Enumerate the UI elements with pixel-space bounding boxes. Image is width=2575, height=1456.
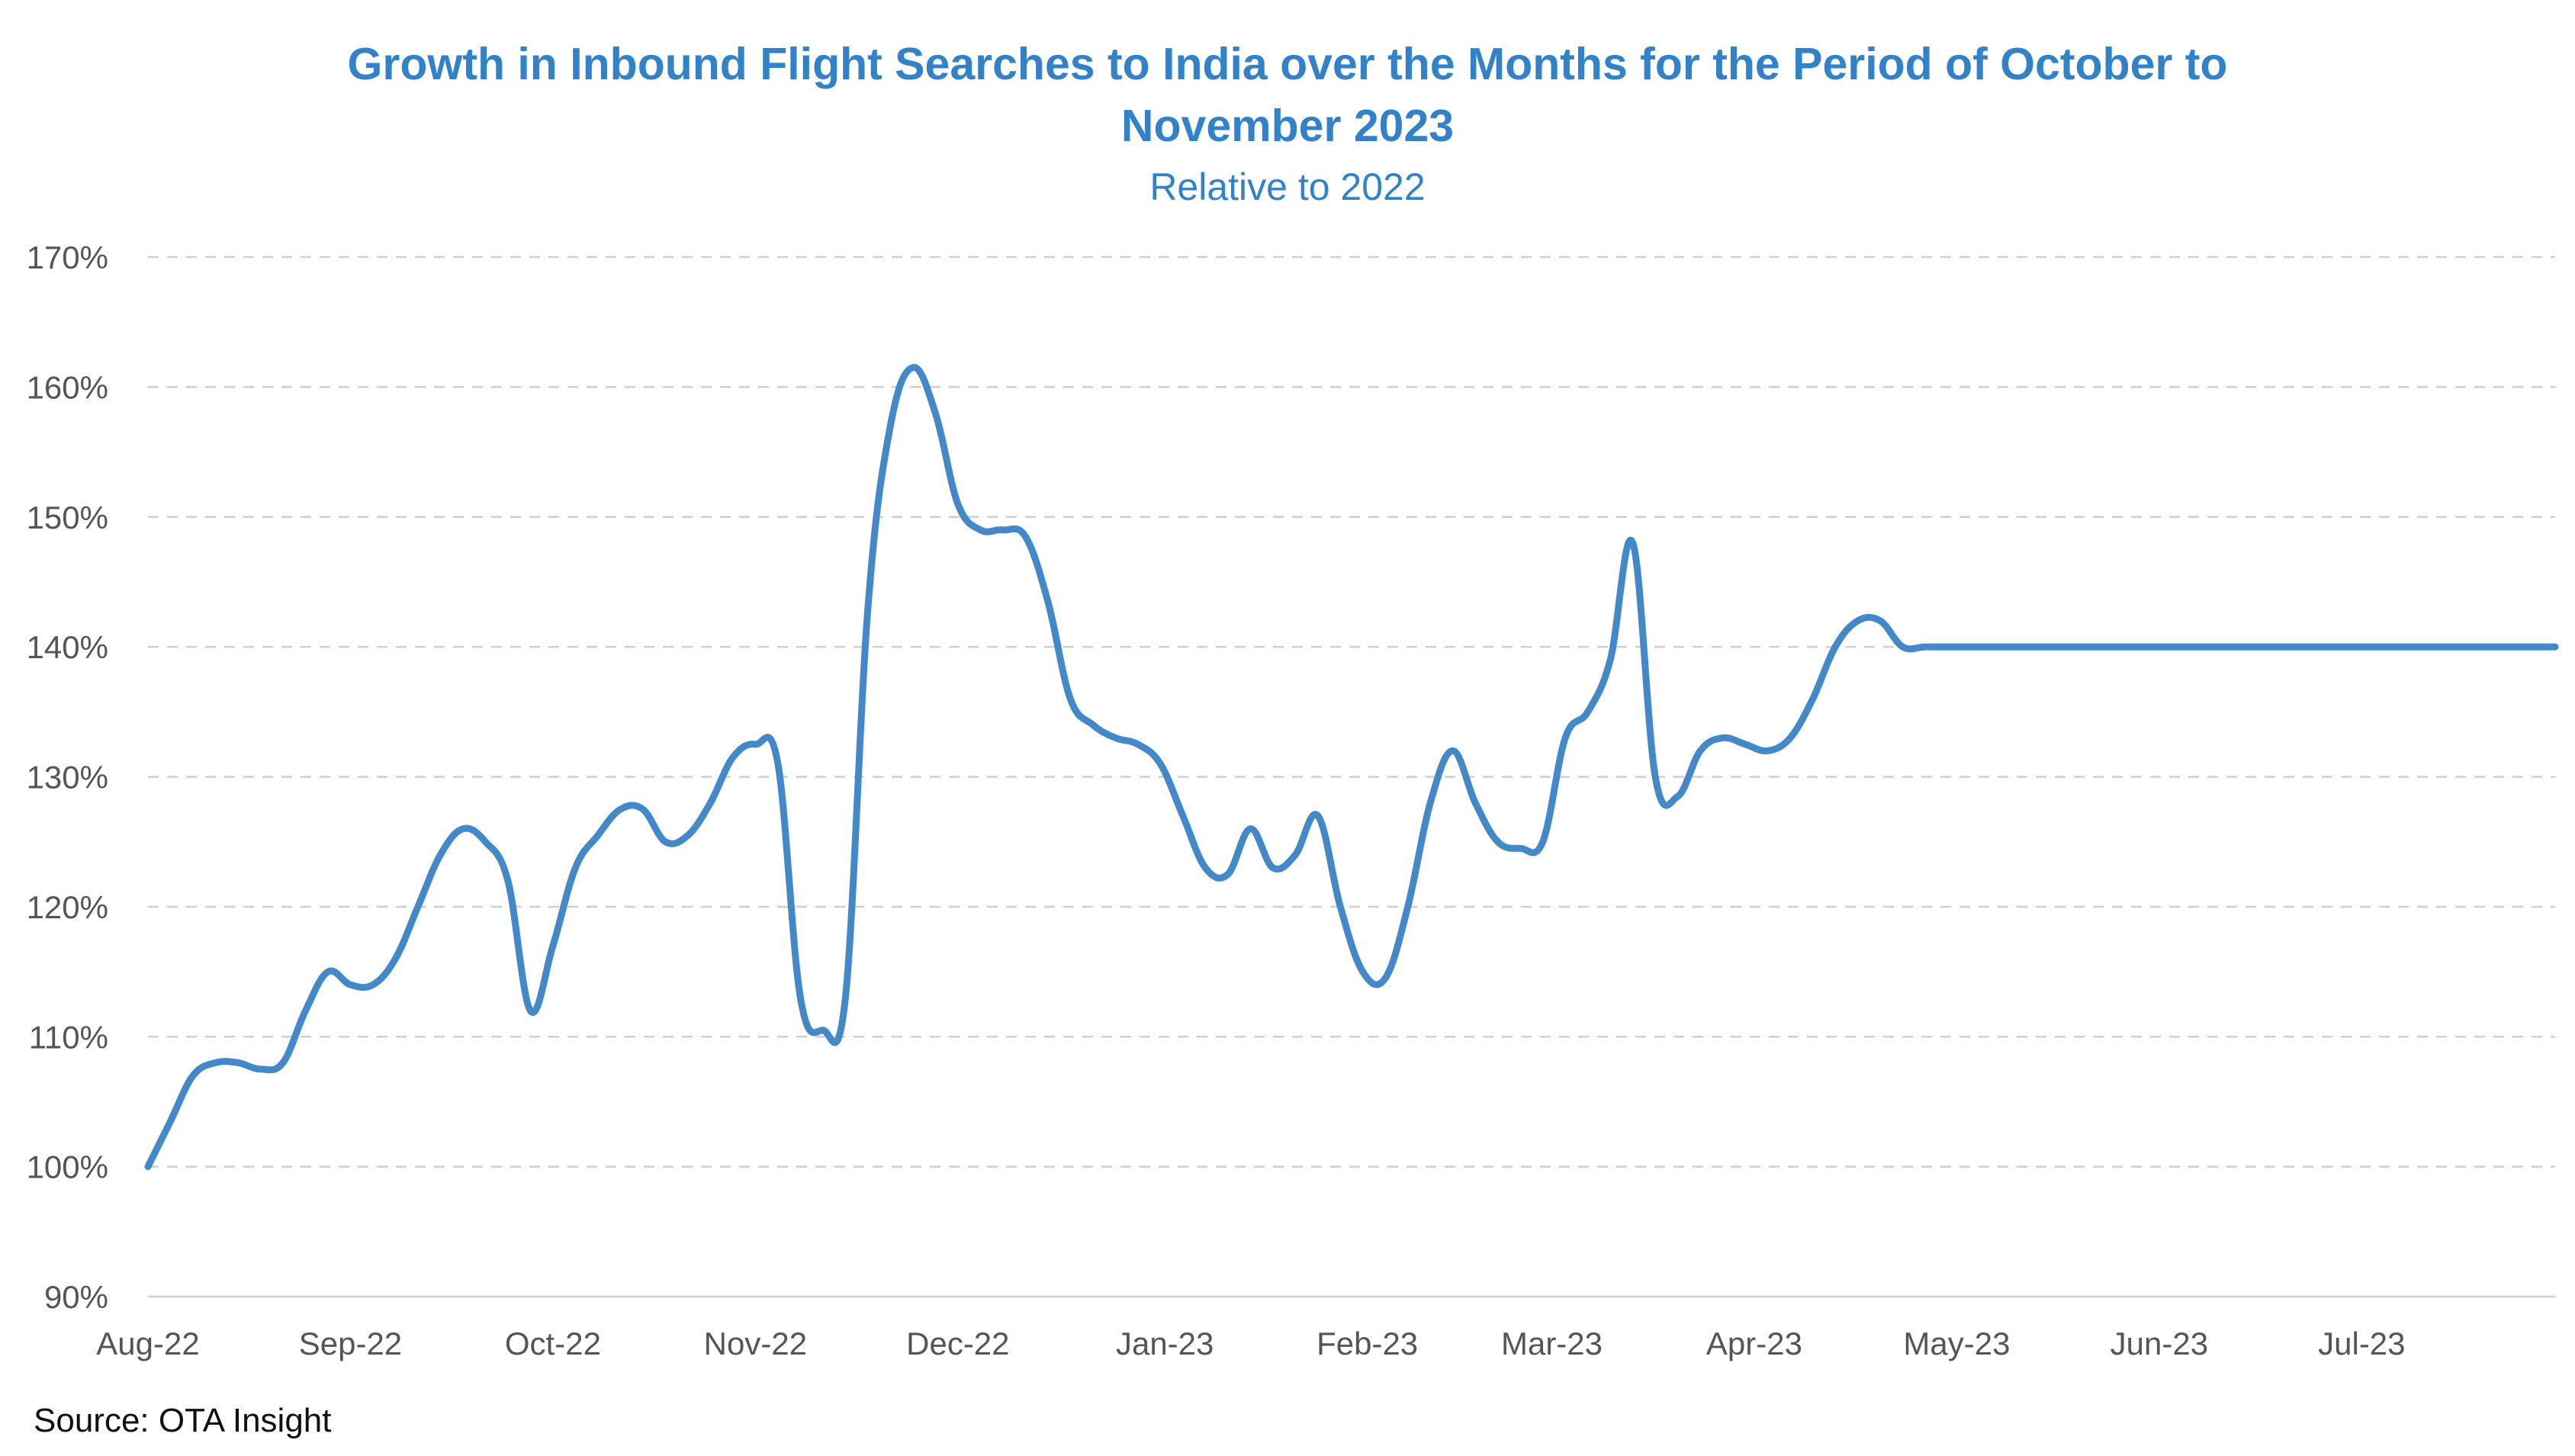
y-tick-label: 170% [27, 239, 108, 275]
series-group [144, 364, 2559, 1171]
gridlines [148, 256, 2555, 1168]
x-tick-label: Jan-23 [1116, 1326, 1214, 1361]
chart-subtitle: Relative to 2022 [1149, 166, 1425, 208]
y-tick-label: 110% [29, 1019, 108, 1055]
y-tick-label: 160% [27, 369, 108, 405]
y-tick-label: 90% [44, 1279, 108, 1315]
x-tick-label: Jun-23 [2110, 1326, 2208, 1361]
x-tick-label: Nov-22 [704, 1326, 807, 1361]
y-tick-label: 130% [27, 760, 108, 795]
series-line [144, 364, 2559, 1171]
x-tick-label: Sep-22 [299, 1326, 402, 1361]
x-tick-label: Oct-22 [505, 1326, 601, 1361]
source-note: Source: OTA Insight [34, 1402, 331, 1439]
x-axis-tick-labels: Aug-22 Sep-22 Oct-22 Nov-22 Dec-22 Jan-23 Feb-… [96, 1326, 2405, 1361]
x-tick-label: Aug-22 [96, 1326, 199, 1361]
y-tick-label: 150% [27, 500, 108, 535]
x-tick-label: Feb-23 [1316, 1326, 1418, 1361]
x-tick-label: May-23 [1903, 1326, 2010, 1361]
x-tick-label: Apr-23 [1706, 1326, 1802, 1361]
y-tick-label: 120% [27, 889, 108, 925]
x-tick-label: Jul-23 [2318, 1326, 2405, 1361]
y-axis-tick-labels: 90% 100% 110% 120% 130% 140% 150% 160% 170% [27, 239, 108, 1315]
x-tick-label: Dec-22 [906, 1326, 1009, 1361]
x-tick-label: Mar-23 [1501, 1326, 1603, 1361]
chart-title-line1: Growth in Inbound Flight Searches to Ind… [348, 39, 2228, 89]
y-tick-label: 140% [27, 629, 108, 665]
y-tick-label: 100% [27, 1149, 108, 1185]
chart-title-line2: November 2023 [1121, 101, 1454, 151]
